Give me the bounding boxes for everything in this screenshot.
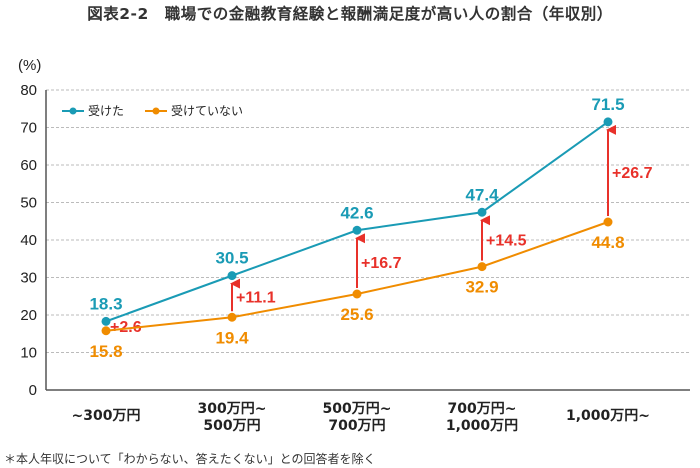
x-tick-label: ~300万円 — [72, 408, 141, 424]
y-tick-label: 50 — [20, 195, 37, 212]
footnote: ＊本人年収について「わからない、答えたくない」との回答者を除く — [4, 452, 376, 466]
data-label: 19.4 — [215, 328, 249, 347]
data-label: 42.6 — [340, 203, 373, 222]
difference-label: +2.6 — [110, 319, 142, 336]
data-point — [352, 289, 362, 299]
y-tick-label: 60 — [20, 157, 37, 174]
data-label: 18.3 — [89, 294, 122, 313]
data-point — [352, 225, 362, 235]
x-tick-label: 700万円 — [328, 418, 385, 434]
difference-label: +26.7 — [612, 165, 653, 182]
difference-label: +16.7 — [361, 255, 402, 272]
legend-marker — [152, 107, 160, 115]
y-tick-label: 30 — [20, 270, 37, 287]
y-tick-label: 0 — [29, 382, 37, 399]
y-tick-label: 70 — [20, 120, 37, 137]
difference-label: +14.5 — [486, 232, 527, 249]
chart-title: 図表2-2 職場での金融教育経験と報酬満足度が高い人の割合（年収別） — [87, 5, 613, 23]
data-point — [227, 312, 237, 322]
data-label: 47.4 — [465, 185, 499, 204]
data-label: 71.5 — [591, 95, 624, 114]
data-point — [101, 326, 111, 336]
x-tick-label: 500万円~ — [323, 401, 392, 417]
y-axis-label: (%) — [18, 57, 41, 74]
data-label: 44.8 — [591, 233, 624, 252]
y-tick-label: 80 — [20, 82, 37, 99]
y-tick-label: 20 — [20, 307, 37, 324]
x-tick-label: 700万円~ — [448, 401, 517, 417]
data-point — [603, 117, 613, 127]
legend-label: 受けた — [88, 104, 124, 118]
data-label: 30.5 — [215, 249, 248, 268]
data-point — [603, 217, 613, 227]
data-label: 32.9 — [465, 278, 498, 297]
x-tick-label: 500万円 — [203, 418, 260, 434]
y-tick-label: 10 — [20, 345, 37, 362]
data-label: 15.8 — [89, 342, 122, 361]
difference-label: +11.1 — [236, 289, 276, 306]
data-point — [227, 271, 237, 281]
data-label: 25.6 — [340, 305, 373, 324]
x-tick-label: 1,000万円 — [446, 418, 518, 434]
legend-label: 受けていない — [171, 104, 243, 118]
legend-marker — [69, 107, 77, 115]
data-point — [477, 262, 487, 272]
data-point — [477, 207, 487, 217]
x-tick-label: 300万円~ — [198, 401, 267, 417]
x-tick-label: 1,000万円~ — [566, 408, 650, 424]
data-point — [101, 316, 111, 326]
y-tick-label: 40 — [20, 232, 37, 249]
